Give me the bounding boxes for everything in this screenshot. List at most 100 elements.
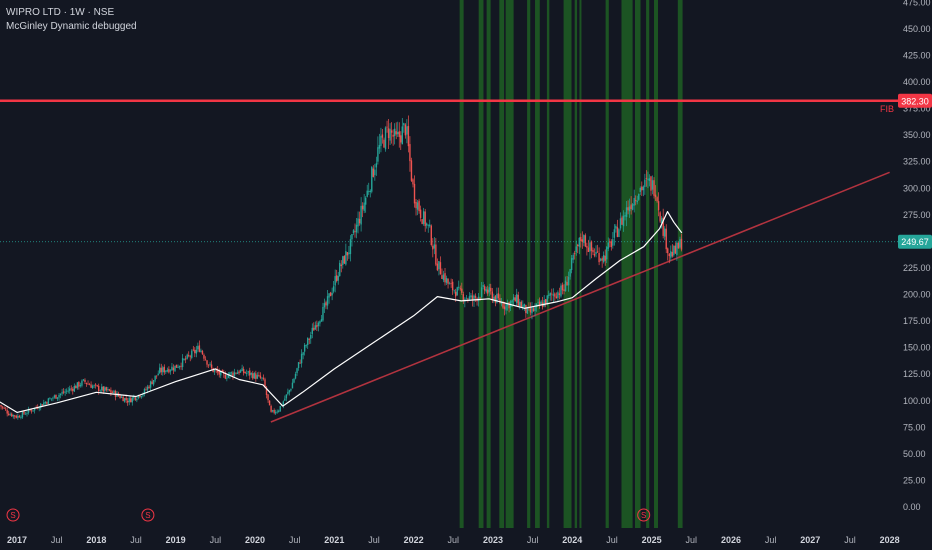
mcginley-line[interactable] [0,211,683,413]
y-tick-label: 175.00 [903,316,931,326]
x-tick-label: 2022 [404,535,424,545]
candle-body [346,252,349,256]
candle-body [616,227,619,237]
y-tick-label: 125.00 [903,369,931,379]
candle-body [233,372,236,376]
candle-body [250,372,252,375]
candle-body [424,211,426,227]
candle-body [635,200,637,201]
candle-body [313,327,315,331]
candle-body [468,296,471,300]
candle-body [102,386,104,392]
candle-body [561,284,564,291]
candle-body [581,239,584,242]
signal-marker[interactable] [141,508,155,522]
candle-body [123,398,126,402]
candle-body [566,282,568,286]
candle-body [674,245,677,254]
candle-body [387,128,390,138]
candle-body [665,228,667,250]
candle-body [259,375,262,378]
candle-body [299,362,301,364]
candle-body [342,256,344,266]
candle-body [145,389,147,391]
x-tick-label: Jul [448,535,460,545]
candle-body [482,285,484,287]
candle-body [3,407,5,409]
candle-body [88,384,91,386]
candle-body [354,231,356,232]
candle-body [636,200,638,203]
candle-body [242,368,245,373]
candle-body [517,294,519,306]
candle-body [575,246,577,253]
candle-body [178,365,181,368]
candle-body [300,353,303,364]
candle-body [618,229,620,238]
candle-body [55,394,57,399]
candle-body [450,282,452,284]
candle-body [650,176,652,191]
candle-body [415,201,417,209]
candle-body [633,197,635,206]
candle-body [47,398,50,405]
x-tick-label: Jul [210,535,222,545]
candle-body [494,295,497,303]
candle-body [406,126,408,135]
candle-body [516,294,518,303]
price-axis[interactable] [898,0,932,550]
y-tick-label: 325.00 [903,157,931,167]
candle-body [393,128,396,137]
candle-body [564,280,567,292]
candle-body [657,201,660,211]
candle-body [130,398,132,403]
symbol-title[interactable]: WIPRO LTD · 1W · NSE [6,7,115,18]
candle-body [256,375,259,379]
candle-body [422,211,425,224]
candle-body [210,364,213,369]
candle-body [445,278,448,283]
highlight-zone [621,0,633,528]
candle-body [377,147,379,162]
candle-body [671,252,674,257]
candle-body [14,415,16,417]
candle-body [593,253,596,256]
candle-body [62,391,65,393]
candle-body [247,371,249,373]
candle-body [43,402,45,406]
candle-body [32,410,34,412]
time-axis[interactable] [0,528,932,550]
candle-body [165,370,167,373]
candle-body [180,365,182,367]
x-tick-label: 2023 [483,535,503,545]
highlight-zone [535,0,540,528]
candle-body [487,289,489,294]
candle-body [500,302,503,305]
candle-body [592,249,594,253]
signal-marker[interactable] [6,508,20,522]
y-tick-label: 475.00 [903,0,931,7]
candle-body [101,386,103,391]
candle-body [628,206,631,212]
candle-body [241,368,243,371]
candle-body [44,401,47,404]
candle-body [609,241,611,243]
candle-body [462,294,465,301]
candle-body [305,345,307,347]
candle-body [395,131,397,135]
candle-body [490,287,492,292]
signal-marker[interactable] [637,508,651,522]
candle-body [343,255,346,264]
chart-legend: WIPRO LTD · 1W · NSE McGinley Dynamic de… [6,6,137,34]
candle-body [357,218,359,227]
candle-body [483,286,486,291]
candle-body [429,224,431,227]
highlight-zone [527,0,531,528]
indicator-title[interactable]: McGinley Dynamic debugged [6,21,137,32]
trendline[interactable] [270,171,890,423]
candle-body [291,382,294,389]
candle-body [303,344,306,352]
candle-body [439,262,442,275]
candle-body [163,366,166,373]
